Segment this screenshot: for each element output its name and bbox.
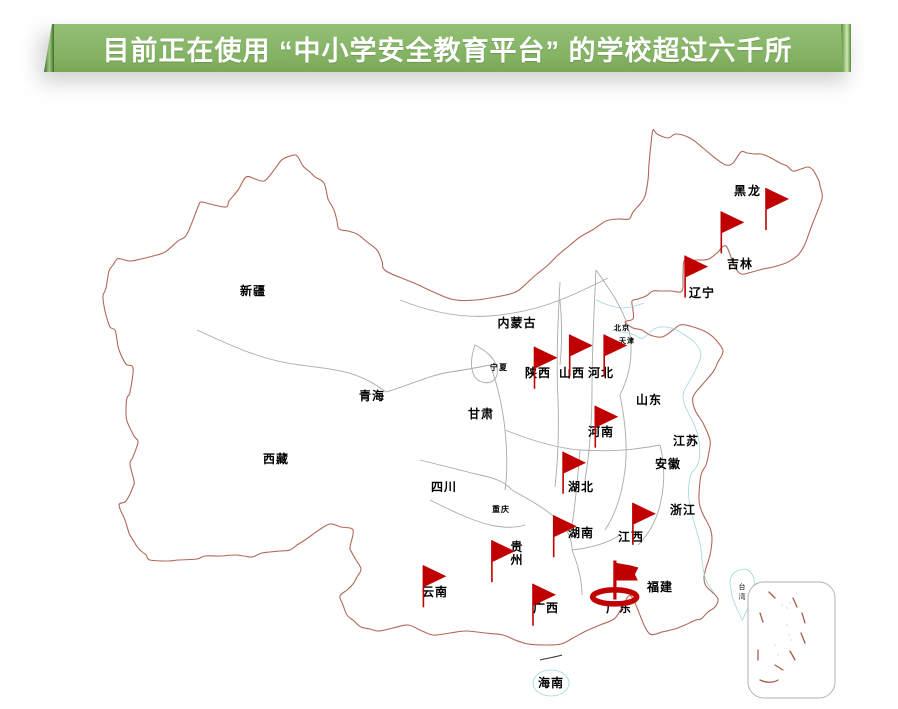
svg-text:黑龙: 黑龙 [734, 183, 762, 198]
svg-text:四川: 四川 [431, 480, 457, 494]
svg-text:海南: 海南 [538, 675, 564, 690]
svg-text:福建: 福建 [646, 579, 673, 594]
svg-text:新疆: 新疆 [240, 283, 266, 298]
svg-text:辽宁: 辽宁 [689, 285, 715, 300]
svg-text:甘肃: 甘肃 [468, 406, 494, 421]
svg-text:江西: 江西 [618, 529, 644, 544]
svg-text:山东: 山东 [636, 392, 662, 407]
svg-text:河北: 河北 [587, 365, 614, 380]
svg-text:州: 州 [509, 553, 523, 567]
svg-text:陕西: 陕西 [525, 365, 551, 380]
svg-text:江苏: 江苏 [673, 433, 699, 448]
svg-text:内蒙古: 内蒙古 [497, 315, 536, 330]
svg-text:河南: 河南 [587, 424, 614, 439]
svg-text:青海: 青海 [359, 388, 385, 403]
svg-text:山西: 山西 [559, 365, 585, 380]
svg-text:宁夏: 宁夏 [490, 362, 508, 372]
svg-text:云南: 云南 [422, 584, 448, 599]
svg-text:湾: 湾 [739, 592, 746, 601]
svg-text:安徽: 安徽 [655, 456, 681, 471]
svg-text:北京: 北京 [614, 323, 630, 332]
svg-text:吉林: 吉林 [727, 256, 753, 271]
svg-text:台: 台 [739, 582, 746, 591]
svg-text:湖北: 湖北 [568, 479, 594, 494]
svg-text:重庆: 重庆 [492, 504, 510, 514]
svg-text:西藏: 西藏 [263, 451, 289, 466]
svg-text:浙江: 浙江 [670, 502, 696, 517]
